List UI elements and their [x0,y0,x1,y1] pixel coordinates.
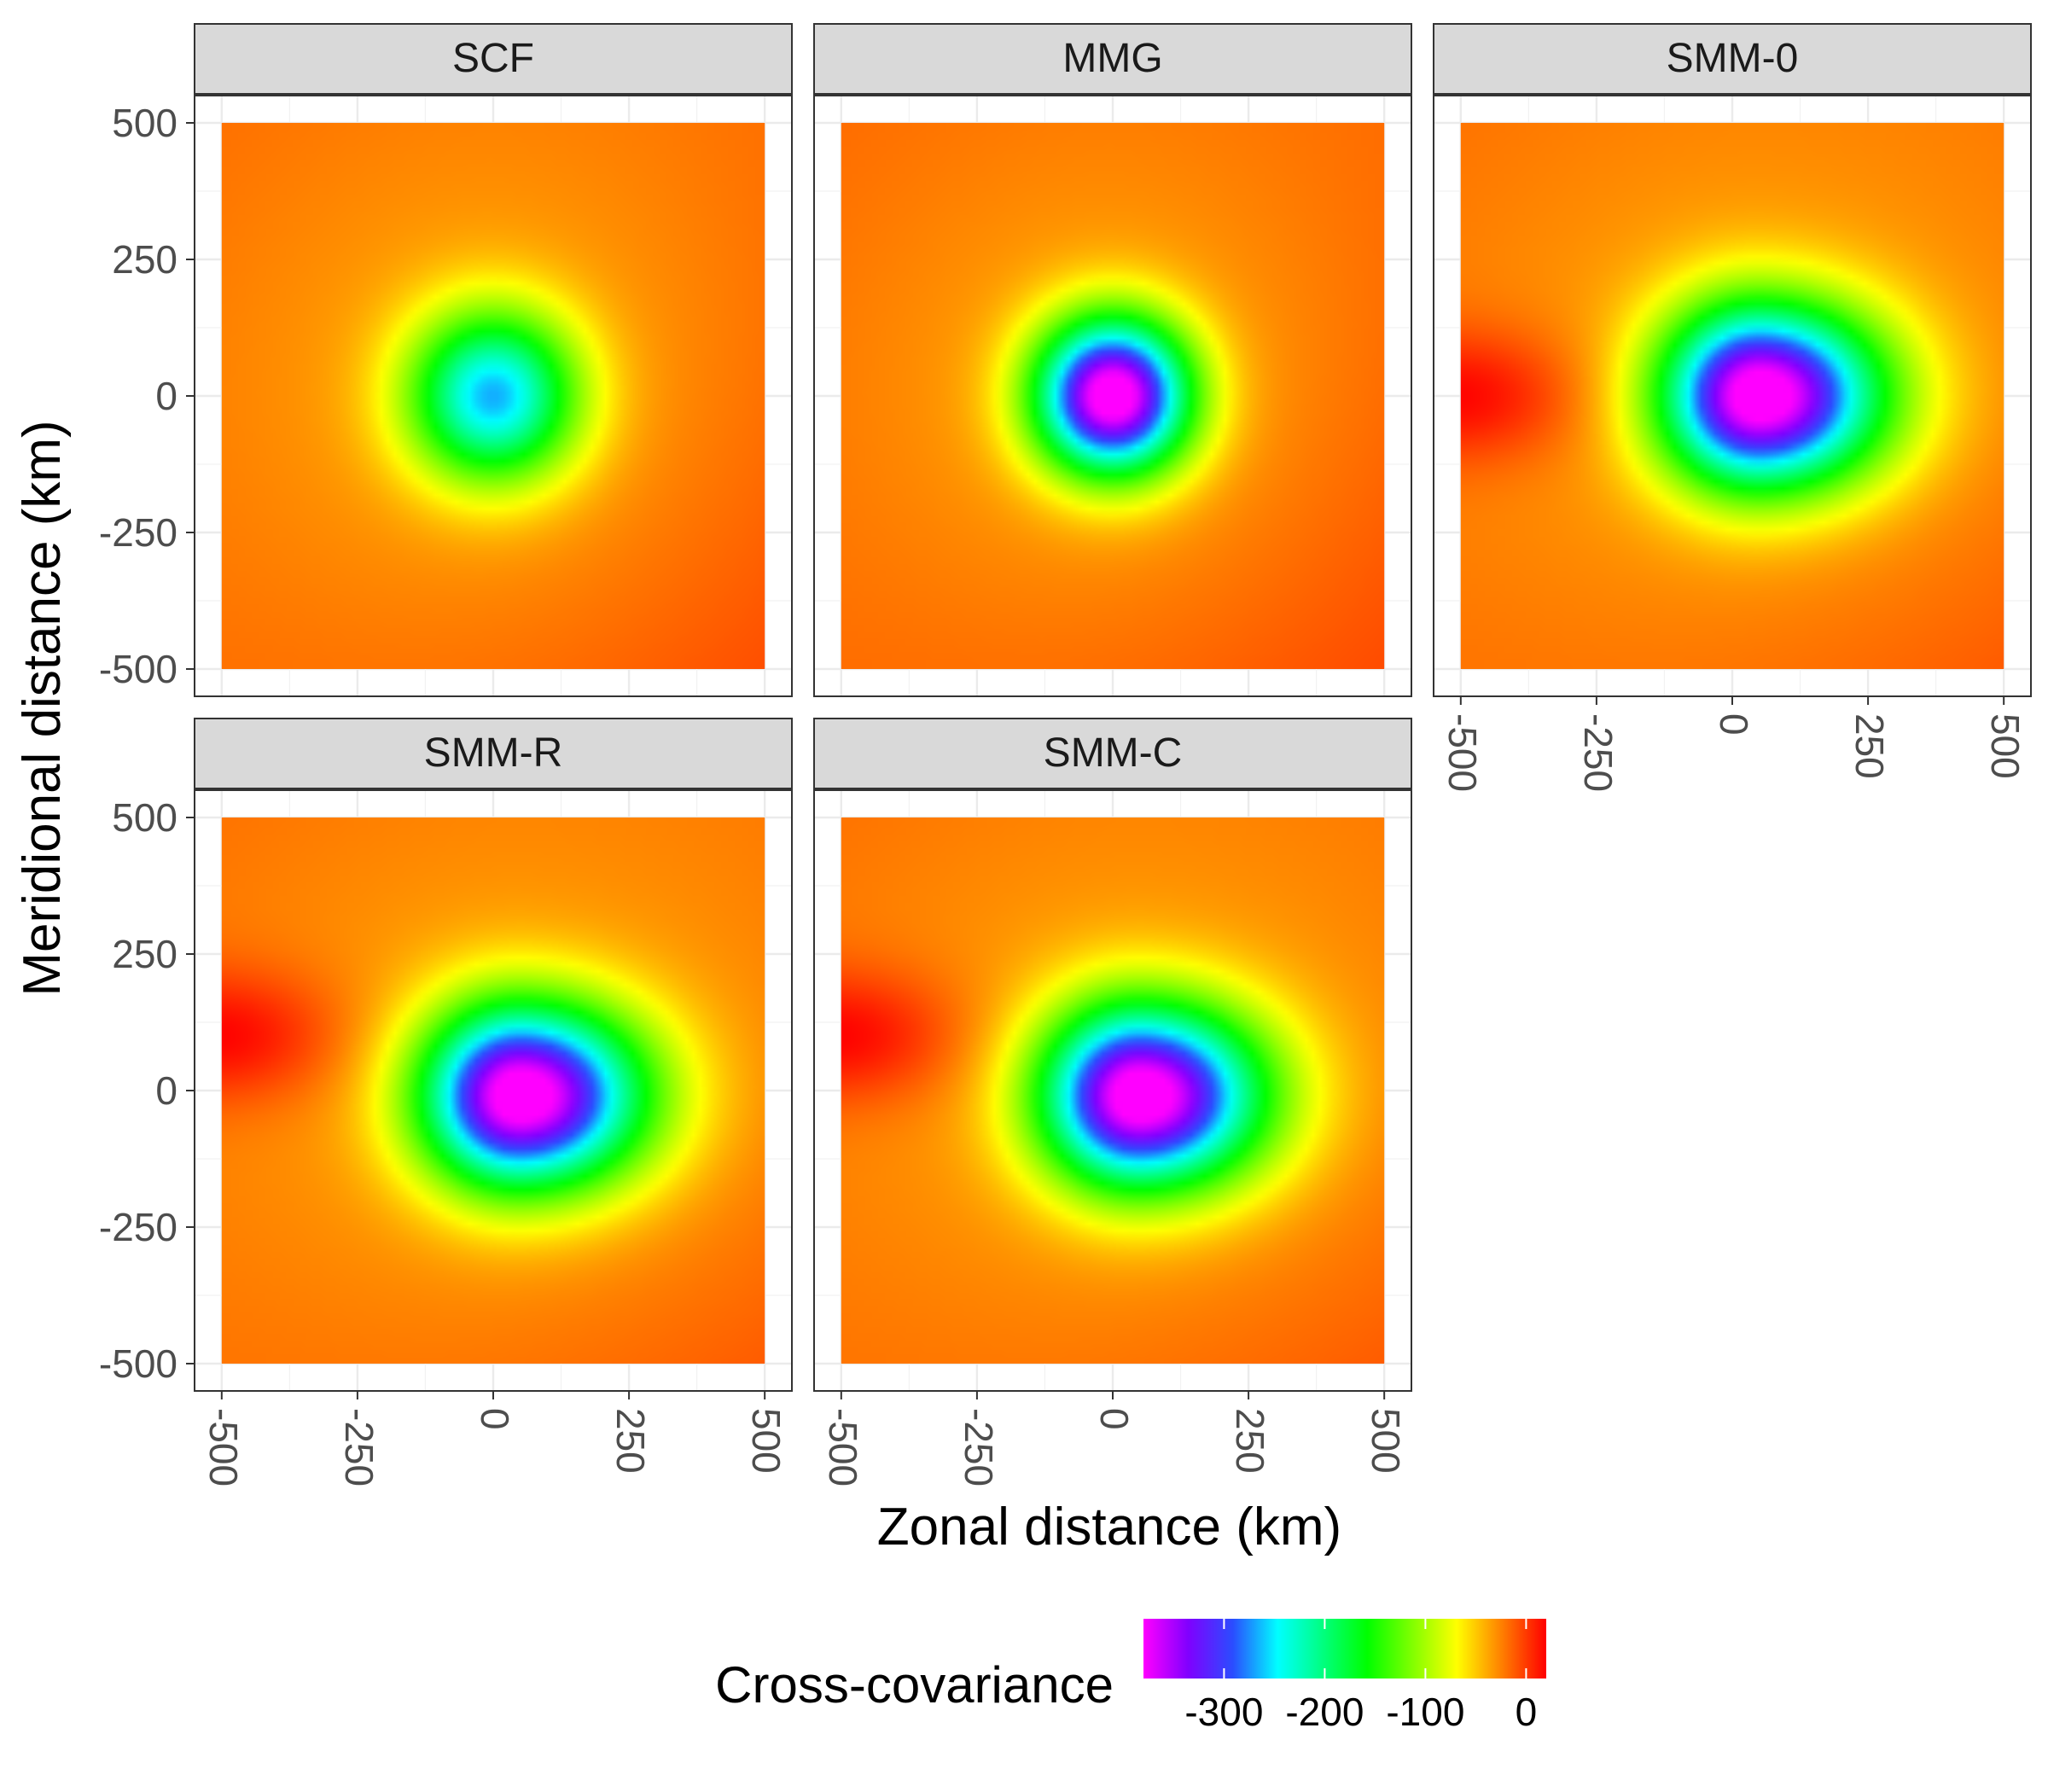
y-tick-label: 500 [112,795,177,840]
x-tick-label: 500 [1364,1408,1408,1474]
x-tick-label: 0 [473,1408,517,1430]
facet-strip-label: SMM-C [1044,730,1183,776]
x-tick-label: -500 [201,1408,246,1487]
x-tick-label: -250 [1576,713,1620,792]
facet-smm-0: SMM-0 -500 -250 0 250 500 [1433,23,2032,792]
legend-ticks: -300 -200 -100 0 [1184,1619,1537,1734]
legend-colorbar [1143,1619,1546,1679]
x-tick-label: 250 [1228,1408,1272,1474]
x-tick-label: -500 [821,1408,865,1487]
facet-strip-label: SCF [452,36,534,81]
x-axis-title: Zonal distance (km) [877,1498,1341,1556]
y-tick-label: -500 [99,647,177,691]
facet-strip [1433,23,2032,95]
y-tick-label: 0 [155,1068,177,1113]
y-tick-label: -250 [99,510,177,555]
facet-strip [813,23,1412,95]
heatmap-raster-smm-r [221,817,765,1364]
x-tick-label: 250 [1847,713,1892,779]
legend-tick-label: -100 [1386,1690,1464,1734]
x-tick-label: -500 [1440,713,1485,792]
heatmap-raster-smm-0 [1460,123,2004,669]
legend-title: Cross-covariance [715,1656,1114,1713]
y-tick-label: 0 [155,374,177,418]
color-legend: Cross-covariance -300 -200 -100 0 [715,1619,1546,1734]
heatmap-raster-scf [221,123,765,669]
facet-strip-label: SMM-0 [1667,36,1799,81]
legend-tick-label: -200 [1285,1690,1364,1734]
facet-strip [194,23,793,95]
heatmap-raster-mmg [841,123,1385,669]
panel-border [813,95,1412,697]
x-tick-label: -250 [337,1408,381,1487]
facet-panels: SCF 500 250 0 -250 -500 MMG SMM-0 -500 -250 0 250 50… [99,23,2032,1487]
heatmap-raster-smm-c [841,817,1385,1364]
facet-strip-label: SMM-R [424,730,563,776]
facet-smm-r: SMM-R 500 250 0 -250 -500 -500 -250 0 250 500 [99,718,793,1487]
x-tick-label: -250 [957,1408,1001,1487]
x-tick-label: 500 [1983,713,2028,779]
legend-tick-label: -300 [1184,1690,1263,1734]
x-tick-label: 250 [608,1408,653,1474]
y-tick-label: 250 [112,237,177,282]
y-tick-label: -250 [99,1205,177,1249]
y-tick-label: 500 [112,101,177,145]
y-axis-title: Meridional distance (km) [13,420,72,996]
facet-strip [194,718,793,789]
x-tick-label: 0 [1712,713,1756,736]
facet-strip [813,718,1412,789]
facet-smm-c: SMM-C -500 -250 0 250 500 [813,718,1412,1487]
legend-tick-label: 0 [1516,1690,1538,1734]
y-tick-label: 250 [112,932,177,976]
x-tick-label: 500 [744,1408,788,1474]
facet-mmg: MMG [813,23,1412,697]
y-tick-label: -500 [99,1341,177,1386]
x-tick-label: 0 [1092,1408,1137,1430]
facet-strip-label: MMG [1062,36,1162,81]
facet-scf: SCF 500 250 0 -250 -500 [99,23,793,697]
